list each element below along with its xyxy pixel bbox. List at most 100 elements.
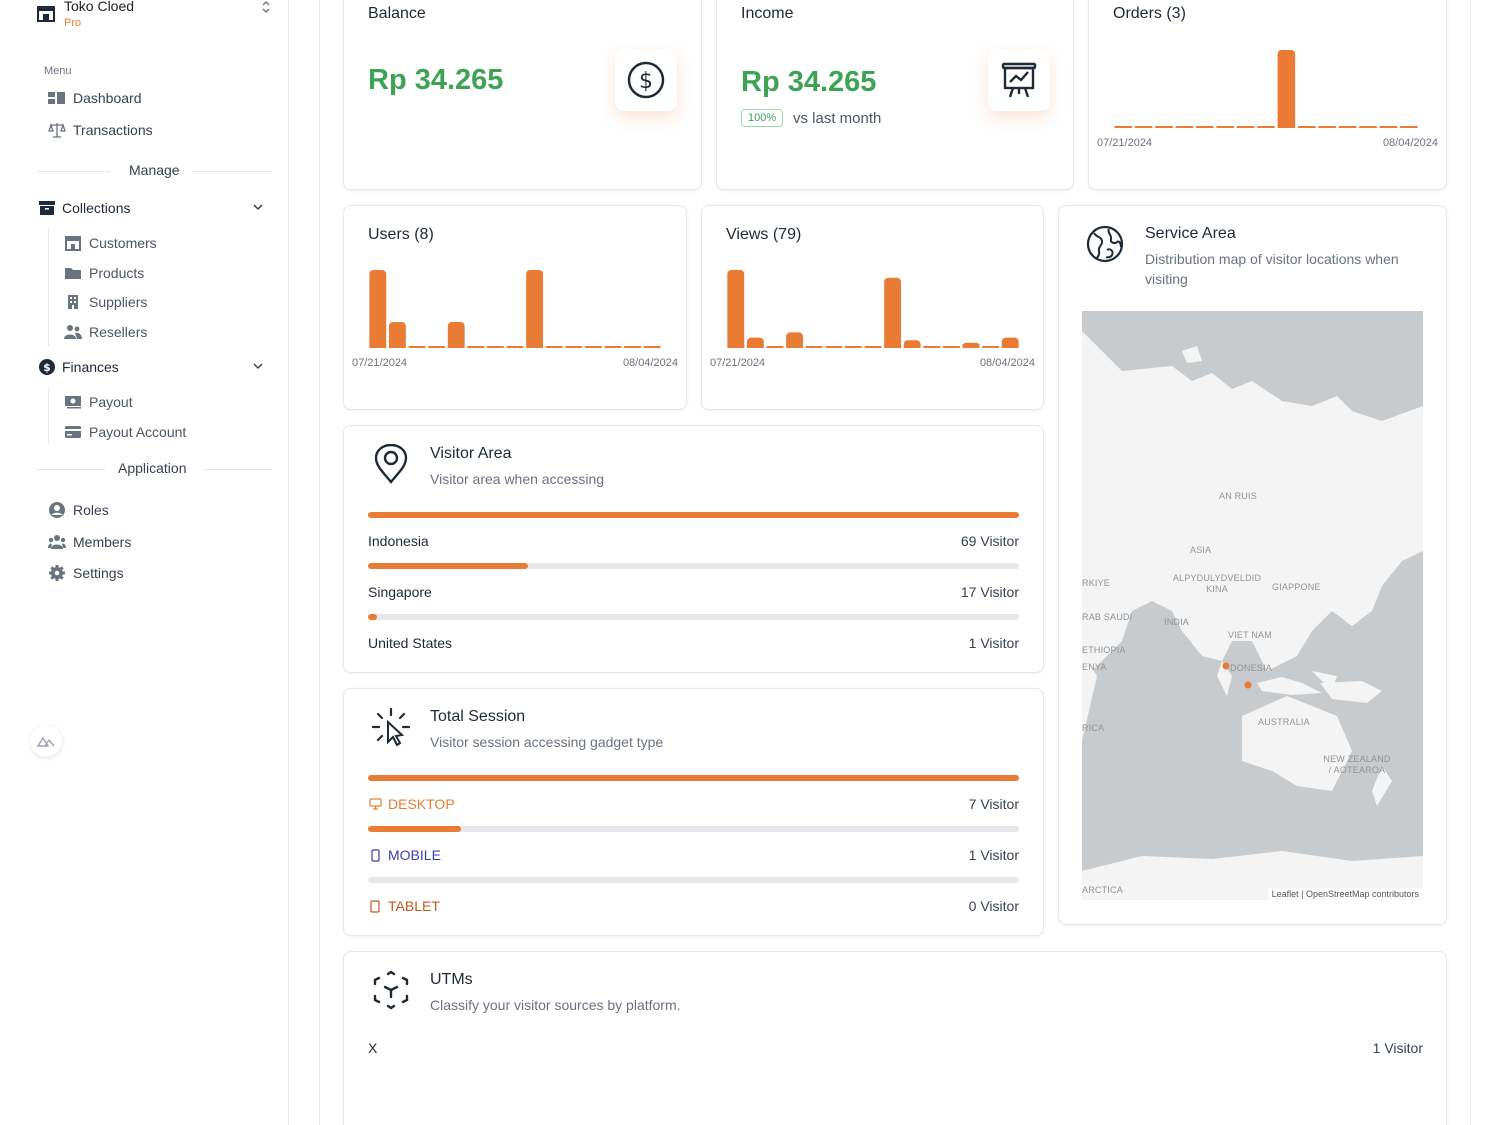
chart-bar[interactable] bbox=[526, 270, 544, 348]
chevron-down-icon bbox=[253, 204, 263, 211]
sidebar-item-payout-account[interactable]: Payout Account bbox=[64, 421, 186, 443]
archive-icon bbox=[38, 200, 56, 216]
cursor-click-icon bbox=[371, 707, 411, 747]
chart-bar[interactable] bbox=[1277, 50, 1296, 128]
svg-text:$: $ bbox=[639, 69, 653, 94]
progress-track bbox=[368, 775, 1019, 781]
chart-bar-zero[interactable] bbox=[805, 346, 823, 348]
sidebar-item-roles[interactable]: Roles bbox=[48, 499, 109, 521]
sidebar-item-products[interactable]: Products bbox=[64, 262, 144, 284]
chart-bar-base bbox=[884, 344, 902, 348]
chart-bar-zero[interactable] bbox=[565, 346, 583, 348]
sidebar-item-resellers[interactable]: Resellers bbox=[64, 321, 147, 343]
chart-bar-base bbox=[447, 344, 465, 348]
sidebar-item-label: Transactions bbox=[73, 122, 153, 138]
map-marker[interactable] bbox=[1222, 662, 1230, 670]
sidebar-item-settings[interactable]: Settings bbox=[48, 562, 124, 584]
chart-bar[interactable] bbox=[447, 322, 465, 348]
map-attribution[interactable]: Leaflet | OpenStreetMap contributors bbox=[1267, 888, 1423, 900]
chart-bar-zero[interactable] bbox=[864, 346, 882, 348]
chevron-up-down-icon bbox=[262, 1, 270, 13]
store-icon bbox=[37, 6, 55, 22]
chart-bar-zero[interactable] bbox=[604, 346, 622, 348]
building-icon bbox=[64, 294, 82, 310]
users-start-date: 07/21/2024 bbox=[352, 357, 408, 369]
chart-bar-zero[interactable] bbox=[624, 346, 642, 348]
chart-bar-zero[interactable] bbox=[545, 346, 563, 348]
chart-bar-zero[interactable] bbox=[1379, 126, 1398, 128]
map-label: RICA bbox=[1082, 723, 1105, 733]
chart-bar-zero[interactable] bbox=[1400, 126, 1418, 128]
chart-bar[interactable] bbox=[369, 270, 387, 348]
monitor-icon bbox=[368, 797, 382, 811]
balance-icon-box: $ bbox=[615, 49, 677, 111]
service-area-title: Service Area bbox=[1145, 225, 1236, 242]
dollar-circle-icon: $ bbox=[627, 61, 665, 99]
map-label: GIAPPONE bbox=[1272, 582, 1321, 592]
chart-bar-zero[interactable] bbox=[825, 346, 843, 348]
sidebar-item-members[interactable]: Members bbox=[48, 531, 131, 553]
chart-bar-zero[interactable] bbox=[506, 346, 524, 348]
chart-bar-zero[interactable] bbox=[1134, 126, 1153, 128]
sidebar-item-label: Payout bbox=[89, 394, 133, 410]
orders-start-date: 07/21/2024 bbox=[1097, 137, 1153, 149]
chart-bar-zero[interactable] bbox=[1338, 126, 1357, 128]
chart-bar[interactable] bbox=[388, 322, 406, 348]
sidebar-item-transactions[interactable]: Transactions bbox=[48, 119, 153, 141]
chevron-down-icon bbox=[253, 363, 263, 370]
collections-toggle[interactable]: Collections bbox=[38, 197, 268, 219]
store-switcher[interactable]: Toko Cloed Pro bbox=[36, 0, 276, 34]
progress-track bbox=[368, 563, 1019, 569]
application-separator: Application bbox=[37, 459, 272, 479]
chart-bar-zero[interactable] bbox=[766, 346, 784, 348]
map-label: ALPYDULYDVELDID KINA bbox=[1172, 573, 1262, 594]
chart-bar[interactable] bbox=[727, 270, 745, 348]
map-marker[interactable] bbox=[1244, 681, 1252, 689]
sidebar-item-label: Settings bbox=[73, 565, 124, 581]
chart-bar-zero[interactable] bbox=[1318, 126, 1336, 128]
users-chart bbox=[369, 270, 661, 348]
chart-bar-zero[interactable] bbox=[923, 346, 941, 348]
users-title: Users (8) bbox=[368, 226, 434, 243]
chart-bar-zero[interactable] bbox=[584, 346, 602, 348]
sidebar-item-customers[interactable]: Customers bbox=[64, 232, 157, 254]
chart-bar-zero[interactable] bbox=[1359, 126, 1377, 128]
chart-bar-zero[interactable] bbox=[408, 346, 426, 348]
chart-bar-zero[interactable] bbox=[1257, 126, 1275, 128]
utm-source-label: X bbox=[368, 1040, 378, 1056]
service-area-map[interactable]: AN RUIS ASIA ALPYDULYDVELDID KINA GIAPPO… bbox=[1082, 311, 1423, 900]
visitor-count: 7 Visitor bbox=[968, 796, 1019, 812]
chart-bar-zero[interactable] bbox=[1216, 126, 1234, 128]
country-label: Indonesia bbox=[368, 533, 429, 549]
chart-bar-zero[interactable] bbox=[1236, 126, 1255, 128]
chart-bar-base bbox=[727, 344, 745, 348]
devtools-button[interactable] bbox=[30, 725, 62, 757]
manage-separator: Manage bbox=[37, 161, 272, 181]
chart-bar-zero[interactable] bbox=[643, 346, 661, 348]
users-end-date: 08/04/2024 bbox=[622, 357, 678, 369]
chart-bar-zero[interactable] bbox=[428, 346, 446, 348]
sidebar-item-dashboard[interactable]: Dashboard bbox=[48, 87, 142, 109]
chart-bar-zero[interactable] bbox=[1298, 126, 1316, 128]
visitor-count: 1 Visitor bbox=[968, 847, 1019, 863]
map-pin-icon bbox=[374, 444, 408, 484]
chart-bar-zero[interactable] bbox=[1175, 126, 1194, 128]
chart-bar-zero[interactable] bbox=[942, 346, 960, 348]
chart-bar-zero[interactable] bbox=[844, 346, 862, 348]
chart-bar-zero[interactable] bbox=[467, 346, 485, 348]
chart-bar-zero[interactable] bbox=[1196, 126, 1214, 128]
chart-bar[interactable] bbox=[884, 277, 902, 348]
finances-toggle[interactable]: $ Finances bbox=[38, 356, 268, 378]
orders-card: Orders (3) 07/21/2024 08/04/2024 bbox=[1088, 0, 1447, 190]
chart-bar-zero[interactable] bbox=[1114, 126, 1132, 128]
visitor-count: 17 Visitor bbox=[960, 584, 1019, 600]
sidebar-item-suppliers[interactable]: Suppliers bbox=[64, 291, 147, 313]
orders-end-date: 08/04/2024 bbox=[1382, 137, 1438, 149]
cube-scan-icon bbox=[373, 970, 409, 1010]
content-area bbox=[319, 0, 1471, 1125]
sidebar-item-payout[interactable]: Payout bbox=[64, 391, 133, 413]
chart-bar-zero[interactable] bbox=[982, 346, 1000, 348]
income-change-badge: 100% bbox=[741, 109, 784, 127]
chart-bar-zero[interactable] bbox=[486, 346, 504, 348]
chart-bar-zero[interactable] bbox=[1155, 126, 1173, 128]
